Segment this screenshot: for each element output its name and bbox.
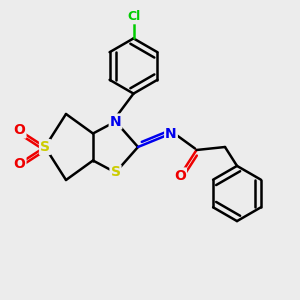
Text: N: N [165, 127, 177, 140]
Text: N: N [110, 115, 121, 128]
Text: O: O [174, 169, 186, 182]
Text: S: S [40, 140, 50, 154]
Text: O: O [14, 157, 26, 170]
Text: S: S [110, 166, 121, 179]
Text: O: O [14, 124, 26, 137]
Text: Cl: Cl [127, 10, 140, 23]
